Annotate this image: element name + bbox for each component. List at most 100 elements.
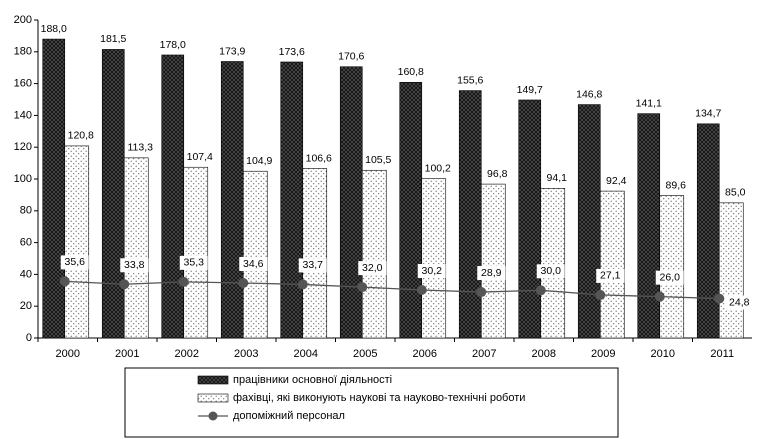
value-label: 26,0 [660,271,681,283]
value-label: 178,0 [160,39,186,51]
legend-label: допоміжний персонал [233,410,345,422]
value-label: 104,9 [246,155,272,167]
value-label: 35,6 [65,256,86,268]
x-tick-label: 2002 [175,348,199,360]
y-tick-label: 40 [20,268,32,280]
value-label: 89,6 [666,179,687,191]
y-tick-label: 120 [14,141,32,153]
value-label: 92,4 [606,175,627,187]
point [595,289,606,300]
x-tick-label: 2010 [651,348,675,360]
bar [540,188,566,339]
point [476,287,487,298]
point [535,285,546,296]
label-bg [120,258,149,273]
bar [399,82,423,339]
y-tick-label: 160 [14,78,32,90]
value-label: 28,9 [481,267,502,279]
legend-swatch [197,375,229,385]
value-label: 96,8 [487,168,508,180]
value-label: 173,6 [279,46,305,58]
bar [480,183,506,339]
value-label: 155,6 [457,74,483,86]
bar [659,195,685,339]
label-bg [239,256,268,271]
value-label: 33,7 [303,259,324,271]
x-tick-label: 2004 [294,348,318,360]
value-label: 106,6 [306,152,332,164]
x-tick-label: 2005 [353,348,377,360]
legend-label: працівники основної діяльності [233,374,392,386]
bar [696,123,720,339]
value-label: 85,0 [725,187,746,199]
line [64,280,720,300]
bar [339,66,363,339]
value-label: 27,1 [600,270,621,282]
value-label: 120,8 [68,130,94,142]
bar [123,157,149,339]
bar [183,166,209,339]
point [357,282,368,293]
label-bg [655,270,684,285]
value-label: 149,7 [517,84,543,96]
label-bg [417,263,446,278]
value-label: 146,8 [576,88,602,100]
value-label: 100,2 [425,162,451,174]
value-label: 34,6 [243,258,264,270]
bar [718,202,744,339]
point [119,279,130,290]
value-label: 141,1 [636,97,662,109]
bar [421,178,447,339]
x-tick-label: 2009 [591,348,615,360]
bar [101,49,125,339]
value-label: 33,8 [124,259,145,271]
y-tick-label: 180 [14,46,32,58]
value-label: 181,5 [100,33,126,45]
label-bg [536,264,565,279]
label-bg [298,258,327,273]
label-bg [596,268,625,283]
point [416,284,427,295]
label-bg [60,255,89,270]
value-label: 30,0 [541,265,562,277]
bar [637,113,661,339]
bar [42,38,66,339]
x-tick-label: 2000 [56,348,80,360]
label-bg [477,266,506,281]
legend-swatch [197,393,229,403]
y-tick-label: 0 [26,332,32,344]
value-label: 32,0 [362,262,383,274]
y-tick-label: 140 [14,109,32,121]
point [238,277,249,288]
legend-point [208,411,218,421]
value-label: 134,7 [695,108,721,120]
y-tick-label: 60 [20,237,32,249]
bar [518,99,542,339]
legend-label: фахівці, які виконують наукові та науков… [233,392,525,404]
x-tick-label: 2003 [234,348,258,360]
value-label: 107,4 [187,151,213,163]
x-tick-label: 2008 [532,348,556,360]
value-label: 105,5 [365,154,391,166]
x-tick-label: 2006 [413,348,437,360]
value-label: 113,3 [128,142,154,154]
bar [64,145,90,339]
point [178,276,189,287]
point [59,276,70,287]
label-bg [179,255,208,270]
x-tick-label: 2001 [115,348,139,360]
bar [161,54,185,339]
value-label: 188,0 [41,23,67,35]
point [297,279,308,290]
bar [220,61,244,339]
legend-box [124,367,619,438]
y-tick-label: 200 [14,14,32,26]
y-tick-label: 80 [20,205,32,217]
value-label: 30,2 [422,265,443,277]
value-label: 173,9 [219,45,245,57]
bar [280,61,304,339]
label-bg [358,261,387,276]
y-tick-label: 20 [20,300,32,312]
bar [242,170,268,339]
